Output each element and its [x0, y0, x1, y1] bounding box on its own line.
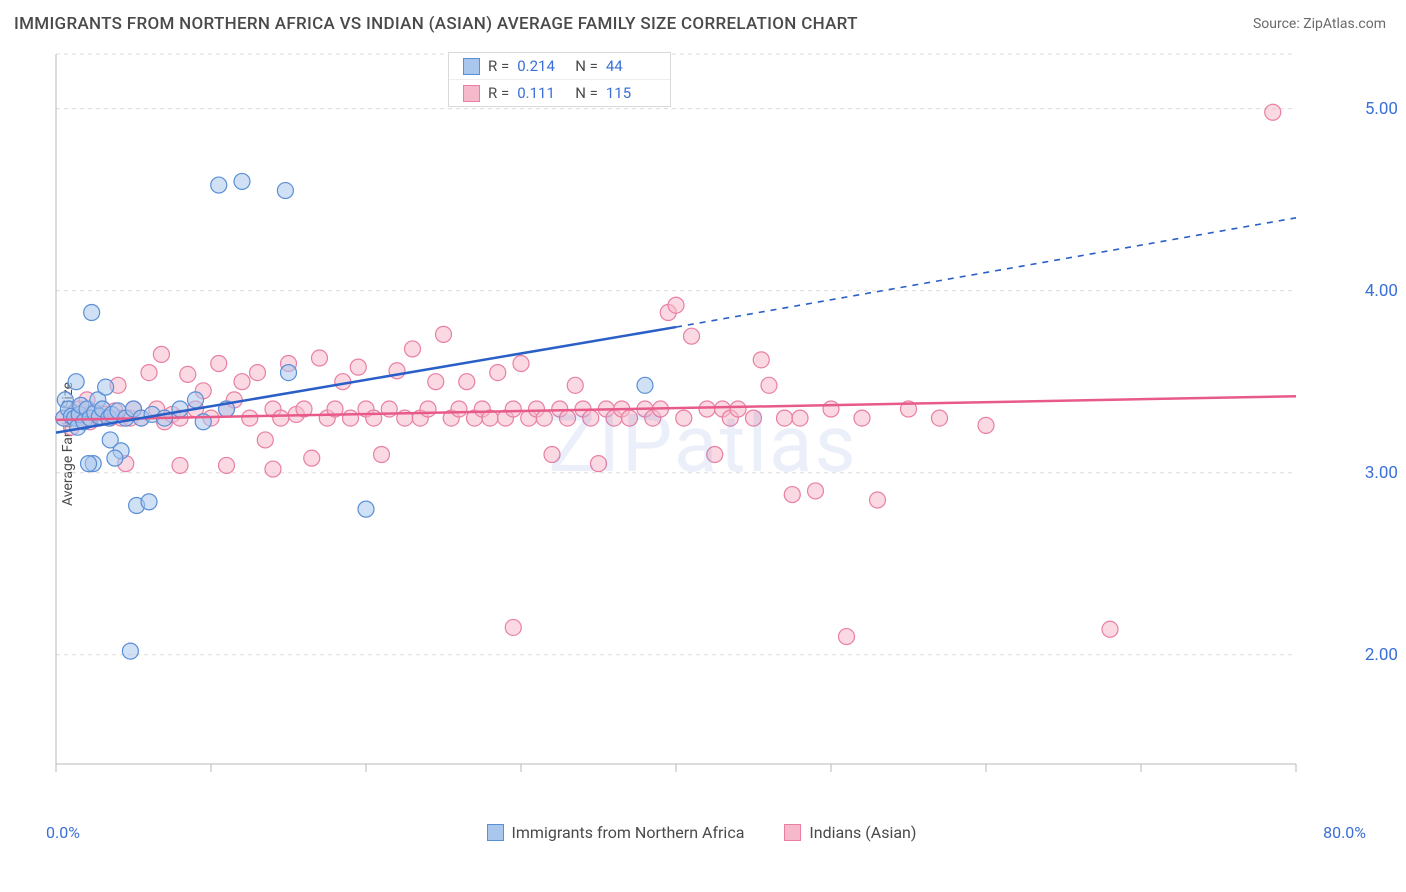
legend-stats-row-1: R = 0.214 N = 44: [449, 53, 670, 79]
y-tick-label: 2.00: [1365, 645, 1398, 665]
legend-stats-row-2: R = 0.111 N = 115: [449, 79, 670, 106]
legend-label-2: Indians (Asian): [809, 823, 916, 842]
y-tick-label: 4.00: [1365, 281, 1398, 301]
legend-series: Immigrants from Northern Africa Indians …: [487, 823, 917, 842]
x-axis-footer: 0.0% Immigrants from Northern Africa Ind…: [46, 823, 1366, 842]
n-label: N =: [575, 57, 598, 75]
scatter-plot-svg: [46, 44, 1366, 804]
legend-swatch-pink: [463, 85, 480, 102]
x-min-label: 0.0%: [46, 823, 80, 842]
r-label: R =: [488, 84, 509, 102]
source-name: ZipAtlas.com: [1303, 16, 1386, 32]
chart-title: IMMIGRANTS FROM NORTHERN AFRICA VS INDIA…: [14, 14, 858, 34]
legend-item-1: Immigrants from Northern Africa: [487, 823, 745, 842]
chart-source: Source: ZipAtlas.com: [1253, 16, 1386, 32]
legend-label-1: Immigrants from Northern Africa: [512, 823, 745, 842]
legend-stats-box: R = 0.214 N = 44 R = 0.111 N = 115: [448, 52, 671, 107]
r-value-2: 0.111: [517, 84, 567, 102]
legend-swatch-blue: [463, 58, 480, 75]
chart-header: IMMIGRANTS FROM NORTHERN AFRICA VS INDIA…: [0, 0, 1406, 44]
legend-swatch-pink-icon: [784, 824, 801, 841]
chart-container: Average Family Size R = 0.214 N = 44 R =…: [0, 44, 1406, 844]
x-max-label: 80.0%: [1323, 823, 1366, 842]
r-value-1: 0.214: [517, 57, 567, 75]
legend-swatch-blue-icon: [487, 824, 504, 841]
n-label: N =: [575, 84, 598, 102]
y-tick-label: 3.00: [1365, 463, 1398, 483]
legend-item-2: Indians (Asian): [784, 823, 916, 842]
r-label: R =: [488, 57, 509, 75]
y-tick-label: 5.00: [1365, 99, 1398, 119]
n-value-1: 44: [606, 57, 656, 75]
n-value-2: 115: [606, 84, 656, 102]
source-prefix: Source:: [1253, 16, 1303, 32]
